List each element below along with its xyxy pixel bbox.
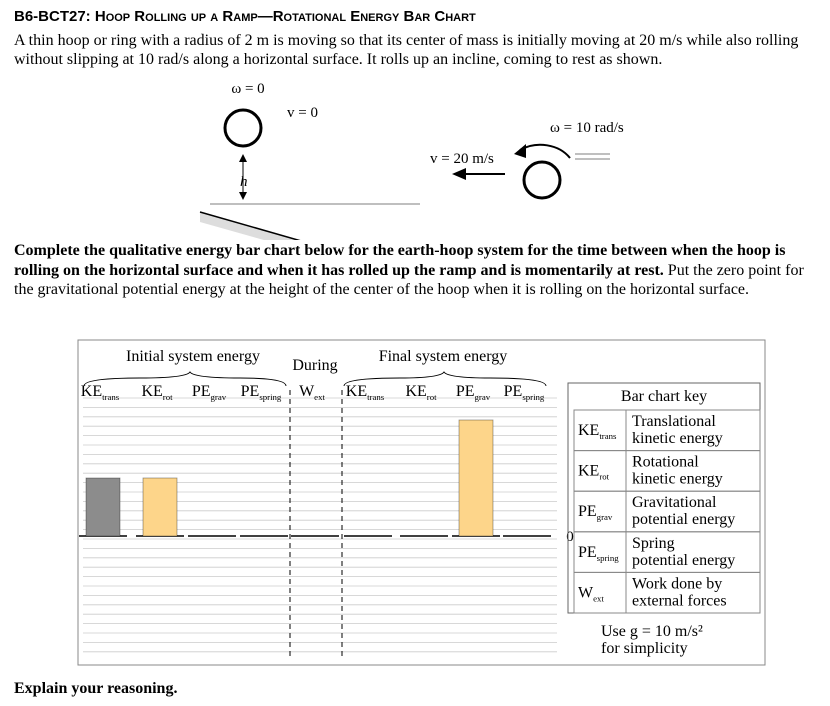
label-sub: ext [593, 593, 604, 603]
brace [343, 371, 547, 387]
initial-label: Initial system energy [126, 348, 260, 365]
label-sub: spring [259, 392, 282, 402]
label-sub: trans [599, 431, 617, 441]
label-main: PE [192, 383, 211, 400]
footer: Explain your reasoning. [14, 680, 178, 697]
label-sub: spring [522, 392, 545, 402]
label-main: PE [578, 544, 597, 561]
ramp [199, 211, 301, 240]
label-sub: grav [475, 392, 491, 402]
key-desc: Gravitational [632, 494, 717, 511]
energy-label: PEspring [241, 383, 282, 402]
energy-label: Wext [299, 383, 325, 402]
label-sub: ext [314, 392, 325, 402]
label-main: KE [81, 383, 102, 400]
energy-label: KEtrans [346, 383, 385, 402]
label-main: W [578, 584, 594, 601]
key-desc: kinetic energy [632, 471, 723, 488]
instructions-bold: Complete the qualitative energy bar char… [14, 242, 786, 279]
label-main: KE [578, 463, 599, 480]
label-main: KE [346, 383, 367, 400]
zero-label: 0 [566, 529, 574, 545]
instructions: Complete the qualitative energy bar char… [14, 241, 819, 300]
key-desc: external forces [632, 592, 727, 609]
h-label: h [240, 174, 248, 190]
label-main: KE [405, 383, 426, 400]
header: B6-BCT27: Hoop Rolling up a Ramp—Rotatio… [14, 8, 476, 25]
bar [142, 477, 178, 537]
energy-label: PEgrav [192, 383, 227, 402]
key-note: for simplicity [601, 640, 688, 657]
final-label: Final system energy [379, 348, 508, 365]
label-sub: rot [599, 472, 609, 482]
label-main: PE [241, 383, 260, 400]
key-desc: kinetic energy [632, 430, 723, 447]
label-sub: rot [163, 392, 173, 402]
label-main: PE [456, 383, 475, 400]
bar [458, 419, 494, 537]
bar-chart: Initial system energy During Final syste… [77, 339, 766, 666]
hoop-top [223, 108, 263, 148]
ramp-shade [200, 212, 298, 240]
hoop-bottom [522, 160, 562, 200]
label-sub: trans [367, 392, 385, 402]
key-desc: Translational [632, 413, 716, 430]
chart-frame [77, 339, 766, 666]
energy-label: PEspring [578, 544, 619, 563]
arrowhead [239, 154, 247, 162]
label-main: W [299, 383, 315, 400]
key-desc: potential energy [632, 511, 735, 528]
energy-label: KErot [405, 383, 437, 402]
label-main: KE [578, 422, 599, 439]
title: Hoop Rolling up a Ramp—Rotational Energy… [94, 8, 476, 25]
label-main: PE [578, 503, 597, 520]
energy-label: PEspring [504, 383, 545, 402]
label-main: PE [504, 383, 523, 400]
energy-label: KEtrans [578, 422, 617, 441]
diagram: ω = 0 v = 0 h v = 20 m/s ω = 10 rad/s [199, 81, 624, 240]
arrowhead [239, 192, 247, 200]
arrowhead [452, 168, 466, 180]
v-top: v = 0 [287, 105, 318, 121]
arrowhead [514, 144, 526, 158]
energy-label: PEgrav [578, 503, 613, 522]
key-cell [625, 571, 761, 614]
omega-arrow [519, 143, 571, 159]
key-title: Bar chart key [621, 388, 707, 405]
code: B6-BCT27: [14, 8, 91, 25]
key-desc: Work done by [632, 575, 722, 592]
label-sub: grav [211, 392, 227, 402]
energy-label: KErot [141, 383, 173, 402]
instructions-normal: Put the zero point for the gravitational… [14, 261, 804, 299]
bar [85, 477, 121, 537]
key-desc: potential energy [632, 552, 735, 569]
energy-label: Wext [578, 584, 604, 603]
omega-top: ω = 0 [231, 81, 264, 97]
omega-bottom: ω = 10 rad/s [550, 120, 624, 136]
energy-label: KEtrans [81, 383, 120, 402]
label-sub: rot [427, 392, 437, 402]
label-main: KE [141, 383, 162, 400]
key-desc: Rotational [632, 454, 699, 471]
label-sub: grav [597, 512, 613, 522]
label-sub: trans [102, 392, 120, 402]
energy-label: KErot [578, 463, 610, 482]
energy-label: PEgrav [456, 383, 491, 402]
intro: A thin hoop or ring with a radius of 2 m… [14, 32, 799, 68]
brace [83, 371, 287, 387]
label-sub: spring [597, 553, 620, 563]
key-note: Use g = 10 m/s² [601, 623, 703, 640]
key-desc: Spring [632, 535, 675, 552]
v-bottom: v = 20 m/s [430, 151, 494, 167]
during-label: During [292, 357, 337, 374]
